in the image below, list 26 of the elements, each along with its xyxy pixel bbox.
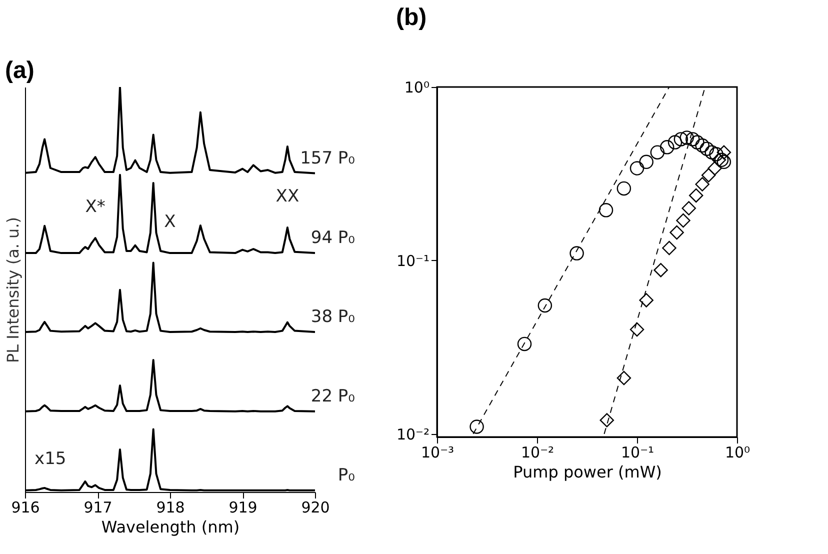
series-label: 157 P₀ (300, 148, 356, 168)
chart-title: (b) (396, 4, 427, 31)
series-label: 38 P₀ (310, 307, 356, 328)
x-tick-label: 10⁻¹ (620, 444, 654, 462)
series-label: 22 P₀ (310, 386, 356, 406)
x-tick-label: 10⁻³ (420, 444, 454, 462)
x-axis-title: Wavelength (nm) (101, 518, 240, 536)
x-tick-label: 917 (84, 498, 112, 516)
x-tick-label: 10⁻² (520, 444, 554, 462)
x-tick-label: 920 (301, 498, 330, 516)
x-axis-title: Pump power (mW) (513, 462, 662, 482)
y-tick-label: 10⁻² (396, 425, 430, 444)
x-tick-label: 919 (228, 498, 258, 516)
annotation: X* (85, 197, 106, 218)
x-tick-label: 916 (11, 498, 40, 516)
x-tick-label: 10⁰ (724, 444, 750, 462)
annotation: X (164, 212, 176, 232)
x-tick-label: 918 (156, 498, 185, 516)
y-tick-label: 10⁰ (404, 78, 430, 96)
annotation: XX (276, 186, 300, 207)
series-label: P₀ (338, 465, 356, 486)
series-label: 94 P₀ (310, 228, 356, 248)
chart-title: (a) (5, 57, 34, 84)
y-tick-label: 10⁻¹ (396, 252, 430, 270)
annotation: x15 (34, 448, 66, 469)
y-axis-title: PL Intensity (a. u.) (4, 216, 22, 364)
